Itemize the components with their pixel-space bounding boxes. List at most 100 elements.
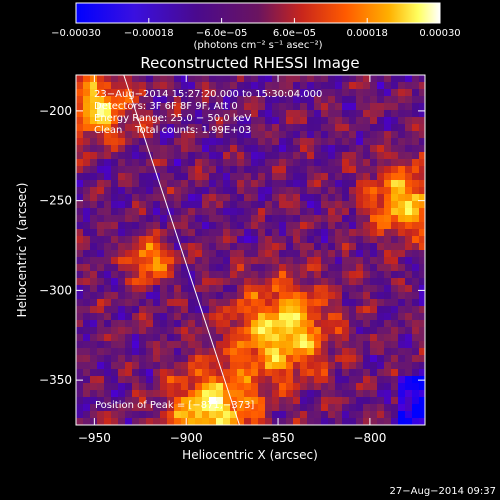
heatmap-cell bbox=[118, 362, 126, 370]
heatmap-cell bbox=[349, 75, 357, 83]
heatmap-cell bbox=[209, 124, 217, 132]
colorbar-tick-label: −6.0e−05 bbox=[196, 28, 248, 39]
heatmap-cell bbox=[90, 173, 98, 181]
heatmap-cell bbox=[286, 404, 294, 412]
heatmap-cell bbox=[209, 271, 217, 279]
heatmap-cell bbox=[384, 82, 392, 90]
heatmap-cell bbox=[237, 82, 245, 90]
heatmap-cell bbox=[230, 320, 238, 328]
heatmap-cell bbox=[412, 103, 420, 111]
heatmap-cell bbox=[160, 320, 168, 328]
heatmap-cell bbox=[209, 152, 217, 160]
heatmap-cell bbox=[181, 180, 189, 188]
heatmap-cell bbox=[90, 124, 98, 132]
heatmap-cell bbox=[83, 306, 91, 314]
heatmap-cell bbox=[111, 222, 119, 230]
heatmap-cell bbox=[391, 222, 399, 230]
heatmap-cell bbox=[356, 82, 364, 90]
heatmap-cell bbox=[349, 383, 357, 391]
heatmap-cell bbox=[230, 264, 238, 272]
heatmap-cell bbox=[237, 96, 245, 104]
heatmap-cell bbox=[244, 173, 252, 181]
heatmap-cell bbox=[83, 229, 91, 237]
heatmap-cell bbox=[223, 320, 231, 328]
heatmap-cell bbox=[174, 138, 182, 146]
heatmap-cell bbox=[384, 320, 392, 328]
heatmap-cell bbox=[216, 173, 224, 181]
heatmap-cell bbox=[286, 341, 294, 349]
heatmap-cell bbox=[216, 292, 224, 300]
heatmap-cell bbox=[279, 292, 287, 300]
heatmap-cell bbox=[279, 208, 287, 216]
heatmap-cell bbox=[370, 271, 378, 279]
heatmap-cell bbox=[286, 390, 294, 398]
heatmap-cell bbox=[335, 173, 343, 181]
heatmap-cell bbox=[370, 131, 378, 139]
heatmap-cell bbox=[195, 201, 203, 209]
heatmap-cell bbox=[286, 180, 294, 188]
heatmap-cell bbox=[272, 96, 280, 104]
heatmap-cell bbox=[244, 334, 252, 342]
heatmap-cell bbox=[125, 201, 133, 209]
heatmap-cell bbox=[111, 390, 119, 398]
heatmap-cell bbox=[111, 376, 119, 384]
heatmap-cell bbox=[286, 250, 294, 258]
heatmap-cell bbox=[265, 166, 273, 174]
heatmap-cell bbox=[188, 117, 196, 125]
heatmap-cell bbox=[419, 236, 425, 244]
heatmap-cell bbox=[328, 138, 336, 146]
heatmap-cell bbox=[286, 103, 294, 111]
heatmap-cell bbox=[412, 341, 420, 349]
heatmap-cell bbox=[300, 355, 308, 363]
heatmap-cell bbox=[216, 271, 224, 279]
heatmap-cell bbox=[160, 236, 168, 244]
heatmap-cell bbox=[223, 187, 231, 195]
heatmap-cell bbox=[405, 341, 413, 349]
x-tick-label: −800 bbox=[353, 431, 386, 445]
heatmap-cell bbox=[153, 236, 161, 244]
heatmap-cell bbox=[342, 355, 350, 363]
heatmap-cell bbox=[258, 362, 266, 370]
heatmap-cell bbox=[104, 306, 112, 314]
heatmap-cell bbox=[370, 152, 378, 160]
heatmap-cell bbox=[370, 327, 378, 335]
heatmap-cell bbox=[356, 341, 364, 349]
heatmap-cell bbox=[342, 257, 350, 265]
heatmap-cell bbox=[419, 278, 425, 286]
heatmap-cell bbox=[384, 215, 392, 223]
heatmap-cell bbox=[412, 215, 420, 223]
heatmap-cell bbox=[398, 341, 406, 349]
heatmap-cell bbox=[391, 264, 399, 272]
heatmap-cell bbox=[356, 89, 364, 97]
heatmap-cell bbox=[111, 75, 119, 83]
heatmap-cell bbox=[76, 187, 84, 195]
heatmap-cell bbox=[223, 278, 231, 286]
heatmap-cell bbox=[314, 89, 322, 97]
heatmap-cell bbox=[237, 250, 245, 258]
heatmap-cell bbox=[405, 96, 413, 104]
heatmap-cell bbox=[167, 110, 175, 118]
heatmap-cell bbox=[146, 229, 154, 237]
heatmap-cell bbox=[370, 369, 378, 377]
heatmap-cell bbox=[265, 145, 273, 153]
heatmap-cell bbox=[111, 187, 119, 195]
heatmap-cell bbox=[300, 320, 308, 328]
heatmap-cell bbox=[272, 75, 280, 83]
heatmap-cell bbox=[174, 145, 182, 153]
heatmap-cell bbox=[335, 418, 343, 425]
heatmap-cell bbox=[167, 369, 175, 377]
heatmap-cell bbox=[314, 355, 322, 363]
heatmap-cell bbox=[118, 229, 126, 237]
heatmap-cell bbox=[97, 166, 105, 174]
heatmap-cell bbox=[216, 166, 224, 174]
colorbar-tick-label: 0.00030 bbox=[419, 28, 460, 39]
heatmap-cell bbox=[384, 271, 392, 279]
heatmap-cell bbox=[363, 82, 371, 90]
heatmap-cell bbox=[195, 355, 203, 363]
heatmap-cell bbox=[370, 376, 378, 384]
heatmap-cell bbox=[307, 390, 315, 398]
heatmap-cell bbox=[118, 152, 126, 160]
heatmap-cell bbox=[363, 355, 371, 363]
heatmap-cell bbox=[356, 383, 364, 391]
heatmap-cell bbox=[279, 264, 287, 272]
